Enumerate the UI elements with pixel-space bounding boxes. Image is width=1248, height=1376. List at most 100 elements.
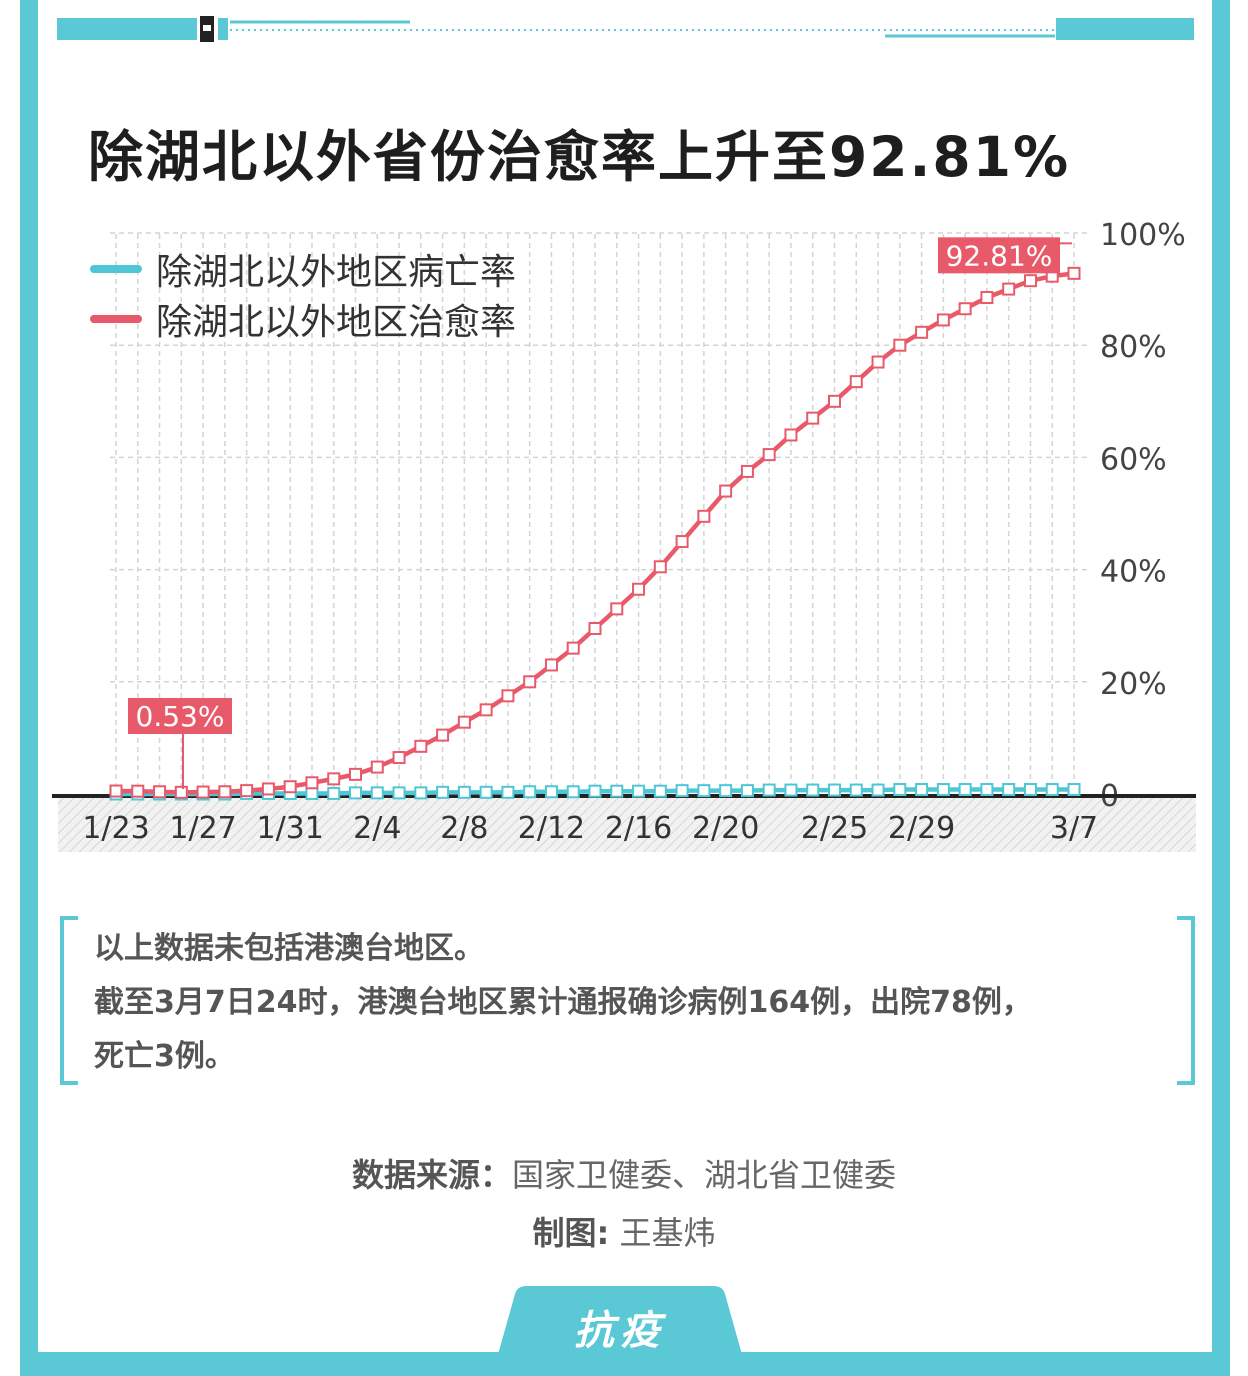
- death-rate-point: [457, 785, 471, 799]
- tab-label: 抗疫: [574, 1308, 666, 1354]
- death-rate-point: [784, 783, 798, 797]
- legend-label-death: 除湖北以外地区病亡率: [156, 252, 517, 293]
- cure-rate-point: [174, 785, 188, 799]
- cure-rate-point: [544, 658, 558, 672]
- death-rate-point: [980, 783, 994, 797]
- annotation-label: 0.53%: [136, 700, 225, 733]
- cure-rate-point: [414, 739, 428, 753]
- chart-credit-label: 制图:: [532, 1214, 610, 1252]
- legend-swatch-cure: [90, 315, 142, 323]
- note-bracket-right: [1177, 916, 1195, 1085]
- note-line: 截至3月7日24时，港澳台地区累计通报确诊病例164例，出院78例，: [94, 985, 1032, 1020]
- death-rate-point: [915, 783, 929, 797]
- chart-credit-value: 王基炜: [619, 1214, 716, 1252]
- note-box: 以上数据未包括港澳台地区。 截至3月7日24时，港澳台地区累计通报确诊病例164…: [60, 916, 1195, 1085]
- death-rate-point: [1067, 783, 1081, 797]
- annotation-label: 92.81%: [946, 239, 1053, 272]
- note-line: 以上数据未包括港澳台地区。: [94, 931, 484, 966]
- cure-rate-point: [958, 302, 972, 316]
- cure-rate-point: [305, 776, 319, 790]
- death-rate-point: [871, 783, 885, 797]
- cure-rate-point: [153, 785, 167, 799]
- death-rate-point: [653, 784, 667, 798]
- note-line: 死亡3例。: [94, 1039, 235, 1074]
- bottom-tab: 抗疫: [497, 1286, 743, 1358]
- death-rate-point: [414, 786, 428, 800]
- cure-rate-point: [436, 728, 450, 742]
- y-tick-label: 60%: [1100, 442, 1167, 477]
- tab-shape: [497, 1286, 743, 1358]
- cure-rate-point: [1067, 266, 1081, 280]
- death-rate-point: [828, 783, 841, 797]
- cure-rate-point: [566, 641, 580, 655]
- cure-rate-point: [349, 767, 362, 781]
- cure-rate-point: [784, 428, 798, 442]
- data-source-label: 数据来源：: [351, 1156, 512, 1194]
- death-rate-point: [544, 785, 558, 799]
- death-rate-point: [1045, 783, 1059, 797]
- line-chart: 020%40%60%80%100%1/231/271/312/42/82/122…: [52, 218, 1196, 852]
- cure-rate-point: [370, 760, 384, 774]
- death-rate-point: [370, 786, 384, 800]
- x-tick-label: 2/29: [888, 811, 955, 846]
- cure-rate-point: [261, 782, 275, 796]
- note-text: 以上数据未包括港澳台地区。 截至3月7日24时，港澳台地区累计通报确诊病例164…: [94, 922, 1184, 1084]
- death-rate-point: [762, 783, 776, 797]
- death-rate-point: [566, 785, 580, 799]
- cure-rate-point: [871, 355, 885, 369]
- x-tick-label: 3/7: [1050, 811, 1098, 846]
- cure-rate-point: [980, 291, 994, 305]
- death-rate-point: [588, 784, 602, 798]
- cure-rate-point: [828, 394, 841, 408]
- cure-rate-point: [632, 582, 646, 596]
- x-tick-label: 2/8: [440, 811, 488, 846]
- death-rate-point: [697, 784, 711, 798]
- frame-right-border: [1212, 0, 1230, 1376]
- cure-rate-point: [109, 784, 123, 798]
- death-rate-point: [523, 785, 537, 799]
- data-source-value: 国家卫健委、湖北省卫健委: [512, 1156, 897, 1194]
- annotation-label-bg: [128, 698, 232, 734]
- cure-rate-point: [610, 602, 624, 616]
- cure-rate-point: [501, 689, 515, 703]
- legend-item-cure-rate: 除湖北以外地区治愈率: [90, 294, 516, 344]
- chart-legend: 除湖北以外地区病亡率 除湖北以外地区治愈率: [90, 244, 516, 344]
- cure-rate-point: [131, 784, 145, 798]
- death-rate-point: [936, 783, 950, 797]
- x-tick-label: 1/31: [256, 811, 323, 846]
- cure-rate-point: [218, 785, 232, 799]
- death-rate-point: [610, 784, 624, 798]
- cure-rate-point: [936, 313, 950, 327]
- cure-rate-point: [457, 715, 471, 729]
- cure-rate-point: [849, 375, 863, 389]
- x-tick-label: 2/16: [605, 811, 672, 846]
- chart-credit: 制图: 王基炜: [0, 1208, 1248, 1254]
- death-rate-point: [501, 785, 515, 799]
- death-rate-point: [675, 784, 689, 798]
- cure-rate-point: [196, 785, 210, 799]
- cure-rate-point: [392, 751, 406, 765]
- cure-rate-point: [479, 703, 493, 717]
- cure-rate-point: [523, 675, 537, 689]
- chart-title: 除湖北以外省份治愈率上升至92.81%: [88, 125, 1071, 189]
- legend-swatch-death: [90, 265, 142, 273]
- y-tick-label: 40%: [1100, 555, 1167, 590]
- cure-rate-point: [1002, 282, 1016, 296]
- y-tick-label: 20%: [1100, 667, 1167, 702]
- death-rate-point: [806, 783, 820, 797]
- cure-rate-point: [588, 622, 602, 636]
- death-rate-point: [327, 786, 341, 800]
- cure-rate-point: [806, 411, 820, 425]
- x-axis-band: [58, 796, 1196, 852]
- cure-rate-point: [653, 560, 667, 574]
- death-rate-point: [392, 786, 406, 800]
- cure-rate-point: [893, 338, 907, 352]
- cure-rate-point: [740, 464, 754, 478]
- x-tick-label: 2/4: [353, 811, 401, 846]
- legend-item-death-rate: 除湖北以外地区病亡率: [90, 244, 516, 294]
- death-rate-point: [349, 786, 362, 800]
- x-tick-label: 1/23: [82, 811, 149, 846]
- death-rate-point: [1023, 783, 1037, 797]
- cure-rate-point: [697, 509, 711, 523]
- cure-rate-point: [915, 325, 929, 339]
